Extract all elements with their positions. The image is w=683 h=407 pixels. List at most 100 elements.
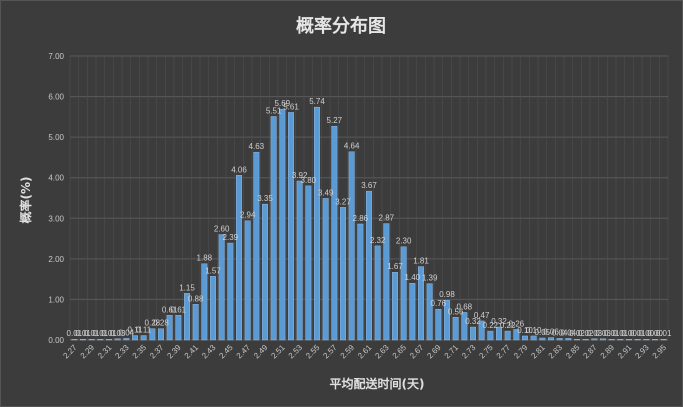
data-label: 0.01 [656,329,672,338]
x-tick-label: 2.35 [131,343,149,361]
bar [392,272,398,341]
bar [210,276,216,341]
data-label: 0.04 [552,328,568,337]
bar [296,180,303,341]
bar [530,335,537,341]
data-label: 0.98 [439,290,455,299]
bar [80,339,86,341]
data-label: 0.76 [431,299,447,308]
bar [591,338,598,341]
data-label: 0.32 [465,317,481,326]
data-label: 2.87 [379,214,395,223]
bar [262,203,268,341]
bar [348,151,355,341]
bar [565,338,572,341]
data-label: 0.01 [101,329,117,338]
bar [539,337,546,341]
bar [357,223,364,341]
data-label: 1.88 [197,254,213,263]
data-label: 0.00 [647,329,663,338]
data-label: 5.51 [266,106,282,115]
bar [470,326,476,341]
bar [626,339,632,341]
bar [452,317,459,341]
data-label: 3.49 [318,188,334,197]
x-tick-label: 2.53 [287,343,305,361]
data-label: 0.01 [93,329,109,338]
y-tick-label: 1.00 [48,295,64,304]
bar [383,223,390,341]
data-label: 1.15 [179,283,195,292]
bar [418,266,424,341]
data-label: 2.86 [353,214,369,223]
bar [374,245,381,341]
x-tick-label: 2.57 [321,343,339,361]
x-tick-label: 2.93 [633,343,651,361]
data-label: 2.30 [396,237,412,246]
bar [106,339,112,341]
data-labels: 0.010.010.010.010.010.030.040.110.110.28… [67,97,672,338]
bar [461,312,468,341]
bar [132,335,138,341]
bar [608,339,615,341]
x-tick-label: 2.59 [339,343,357,361]
bar [487,330,494,341]
bar [426,283,433,341]
data-label: 0.05 [535,328,551,337]
bar [574,338,580,341]
bar [331,125,338,341]
data-label: 0.00 [621,329,637,338]
bar [218,234,225,341]
bar [71,339,78,341]
x-tick-label: 2.39 [165,343,183,361]
x-tick-label: 2.33 [113,343,131,361]
data-label: 5.27 [327,116,343,125]
bar [184,293,190,341]
x-tick-label: 2.87 [581,343,599,361]
bar [435,308,442,341]
x-tick-label: 2.27 [61,343,79,361]
x-tick-label: 2.91 [616,343,634,361]
y-tick-label: 2.00 [48,255,64,264]
data-label: 1.67 [387,262,403,271]
y-tick-label: 0.00 [48,336,64,345]
x-tick-label: 2.67 [408,343,426,361]
data-label: 0.01 [630,329,646,338]
data-label: 0.88 [188,294,204,303]
data-label: 0.28 [145,319,161,328]
data-label: 0.47 [474,311,490,320]
data-label: 0.22 [483,321,499,330]
data-label: 1.57 [205,266,221,275]
bar [192,304,199,341]
y-tick-label: 5.00 [48,133,64,142]
bar [582,338,589,341]
bar [158,328,164,341]
data-label: 0.03 [595,329,611,338]
bar [400,246,407,341]
bar [634,339,641,341]
bar [548,337,554,341]
x-tick-label: 2.85 [564,343,582,361]
x-tick-label: 2.45 [217,343,235,361]
x-tick-label: 2.51 [269,343,287,361]
x-tick-label: 2.43 [200,343,218,361]
bar [149,328,156,341]
x-tick-label: 2.73 [460,343,478,361]
x-tick-label: 2.41 [183,343,201,361]
data-label: 0.00 [639,329,655,338]
y-tick-label: 4.00 [48,174,64,183]
data-label: 0.61 [171,305,187,314]
data-label: 0.10 [526,326,542,335]
bar [314,106,320,341]
bar [123,338,130,341]
bar [652,339,658,341]
data-label: 0.10 [517,326,533,335]
data-label: 3.67 [361,181,377,190]
bar [444,300,450,341]
x-tick-label: 2.31 [96,343,114,361]
x-tick-label: 2.95 [651,343,669,361]
data-label: 0.61 [162,305,178,314]
data-label: 0.04 [561,328,577,337]
data-label: 0.28 [153,319,169,328]
data-label: 0.32 [491,317,507,326]
